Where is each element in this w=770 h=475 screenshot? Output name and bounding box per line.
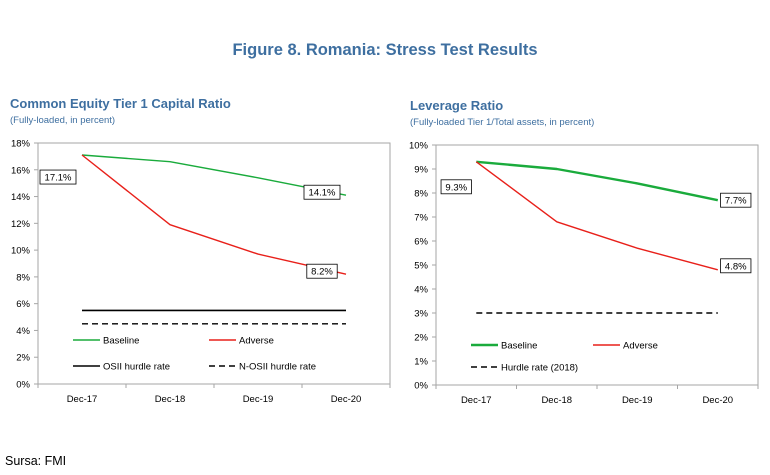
chart-2-legend-label: Adverse <box>623 341 658 352</box>
chart-2-legend-label: Hurdle rate (2018) <box>501 363 578 374</box>
chart-1-series-line <box>81 154 347 275</box>
chart-1-y-tick-label: 16% <box>11 165 31 176</box>
chart-2-x-tick-label: Dec-19 <box>622 395 653 406</box>
chart-1-y-tick-label: 14% <box>11 192 31 203</box>
chart-2-group: 0% 1% 2% 3% 4% 5% 6% 7% 8% 9% 10% Dec-17 Dec-18 Dec-1… <box>409 141 759 406</box>
chart-2-series-line <box>476 160 719 202</box>
chart-1-data-label-box <box>303 184 341 200</box>
chart-2-y-tick-label: 7% <box>414 213 428 224</box>
chart-2-title: Leverage Ratio <box>410 98 504 113</box>
chart-2-y-tick-label: 0% <box>414 381 428 392</box>
chart-1-y-tick-label: 12% <box>11 219 31 230</box>
chart-2-legend-label: Baseline <box>501 341 537 352</box>
figure-title: Figure 8. Romania: Stress Test Results <box>232 41 538 59</box>
chart-2-data-label: 4.8% <box>725 261 747 272</box>
chart-2-data-label-box <box>720 192 752 208</box>
chart-1-y-tick-label: 10% <box>11 246 31 257</box>
chart-1-x-tick-label: Dec-18 <box>155 394 186 405</box>
chart-2-plot-frame <box>435 144 759 386</box>
chart-1-plot-frame <box>37 142 391 385</box>
chart-2-x-tick-label: Dec-18 <box>541 395 572 406</box>
chart-1-y-tick-label: 4% <box>16 326 30 337</box>
chart-1-title: Common Equity Tier 1 Capital Ratio <box>10 96 231 111</box>
chart-1-data-label: 17.1% <box>45 173 72 184</box>
chart-1-data-label: 8.2% <box>311 267 333 278</box>
chart-2-subtitle: (Fully-loaded Tier 1/Total assets, in pe… <box>410 117 595 128</box>
chart-2-y-tick-label: 5% <box>414 261 428 272</box>
chart-2-y-tick-label: 6% <box>414 237 428 248</box>
chart-2-series-line <box>475 161 718 271</box>
chart-2-x-tick-label: Dec-20 <box>702 395 733 406</box>
chart-1-x-tick-label: Dec-17 <box>67 394 98 405</box>
chart-2-data-label: 7.7% <box>725 196 747 207</box>
chart-2-data-label: 9.3% <box>445 182 467 193</box>
chart-1-x-tick-label: Dec-19 <box>243 394 274 405</box>
chart-2-data-label-box <box>440 179 472 195</box>
chart-1-data-label-box <box>39 169 77 185</box>
chart-1-series-line <box>81 154 347 196</box>
chart-1-legend-label: Adverse <box>239 336 274 347</box>
chart-1-y-tick-label: 18% <box>11 139 31 150</box>
chart-1-legend-label: N-OSII hurdle rate <box>239 362 316 373</box>
chart-2-x-tick-label: Dec-17 <box>461 395 492 406</box>
chart-2-y-tick-label: 4% <box>414 285 428 296</box>
chart-1-data-label: 14.1% <box>309 188 336 199</box>
chart-2-data-label-box <box>720 258 752 274</box>
chart-2-y-tick-label: 10% <box>409 141 429 152</box>
source-note: Sursa: FMI <box>5 454 67 468</box>
chart-1-subtitle: (Fully-loaded, in percent) <box>10 115 116 126</box>
chart-1-legend-label: OSII hurdle rate <box>103 362 170 373</box>
chart-1-y-tick-label: 2% <box>16 353 30 364</box>
chart-1-legend-label: Baseline <box>103 336 139 347</box>
chart-1-y-tick-label: 0% <box>16 380 30 391</box>
chart-1-y-tick-label: 6% <box>16 299 30 310</box>
chart-1-x-tick-label: Dec-20 <box>331 394 362 405</box>
chart-1-group: 0% 2% 4% 6% 8% 10% 12% 14% 16% 18% Dec-17 Dec-18 Dec… <box>11 139 391 405</box>
chart-2-y-tick-label: 9% <box>414 165 428 176</box>
chart-2-y-tick-label: 2% <box>414 333 428 344</box>
chart-2-y-tick-label: 8% <box>414 189 428 200</box>
chart-1-y-tick-label: 8% <box>16 272 30 283</box>
chart-2-y-tick-label: 3% <box>414 309 428 320</box>
chart-2-y-tick-label: 1% <box>414 357 428 368</box>
chart-1-data-label-box <box>306 263 338 279</box>
